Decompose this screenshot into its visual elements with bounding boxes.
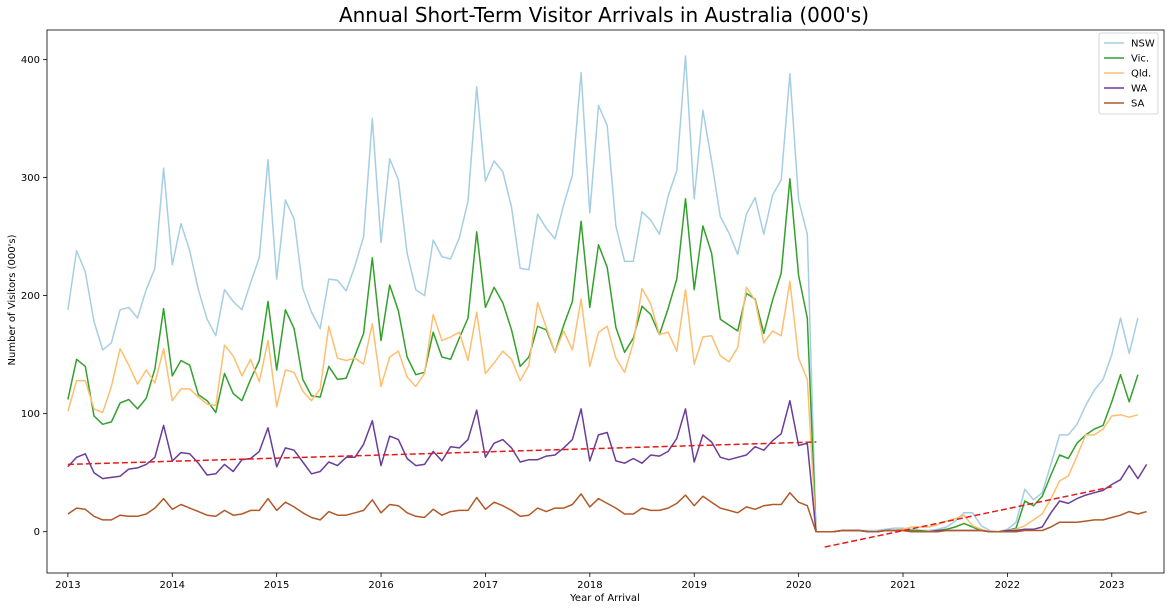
trend-line-1 (67, 441, 817, 466)
legend: NSW Vic. Qld. WA SA (1098, 32, 1159, 115)
x-tick-label: 2017 (473, 580, 498, 591)
y-tick-label: 100 (21, 409, 40, 420)
legend-label: Vic. (1131, 54, 1149, 65)
series-line-nsw (67, 55, 1139, 533)
y-axis: 0 100 200 300 400 (21, 55, 47, 538)
x-tick-label: 2013 (55, 580, 80, 591)
y-tick-label: 0 (34, 527, 40, 538)
x-tick-label: 2021 (890, 580, 915, 591)
legend-label: SA (1131, 99, 1145, 110)
plot-area (46, 29, 1165, 574)
x-tick-label: 2022 (995, 580, 1020, 591)
plot-frame (46, 29, 1165, 574)
y-tick-label: 300 (21, 173, 40, 184)
x-axis: 2013 2014 2015 2016 2017 2018 2019 2020 2021 2022… (55, 573, 1125, 591)
y-axis-label: Number of Visitors (000's) (7, 234, 18, 365)
series-line-wa (67, 399, 1148, 533)
y-tick-label: 200 (21, 291, 40, 302)
legend-box (1098, 32, 1159, 115)
x-tick-label: 2020 (786, 580, 811, 591)
x-tick-label: 2019 (682, 580, 707, 591)
legend-label: Qld. (1131, 69, 1151, 80)
legend-label: NSW (1131, 39, 1155, 50)
legend-label: WA (1131, 84, 1147, 95)
x-tick-label: 2016 (368, 580, 393, 591)
trend-line-2 (824, 486, 1112, 548)
series-line-vic (67, 177, 1139, 533)
series-line-qld (67, 280, 1139, 533)
x-tick-label: 2015 (264, 580, 289, 591)
series-line-sa (67, 491, 1147, 533)
x-tick-label: 2023 (1099, 580, 1124, 591)
y-tick-label: 400 (21, 55, 40, 66)
x-tick-label: 2018 (577, 580, 602, 591)
chart-title: Annual Short-Term Visitor Arrivals in Au… (339, 3, 869, 27)
x-axis-label: Year of Arrival (569, 593, 640, 604)
x-tick-label: 2014 (160, 580, 185, 591)
